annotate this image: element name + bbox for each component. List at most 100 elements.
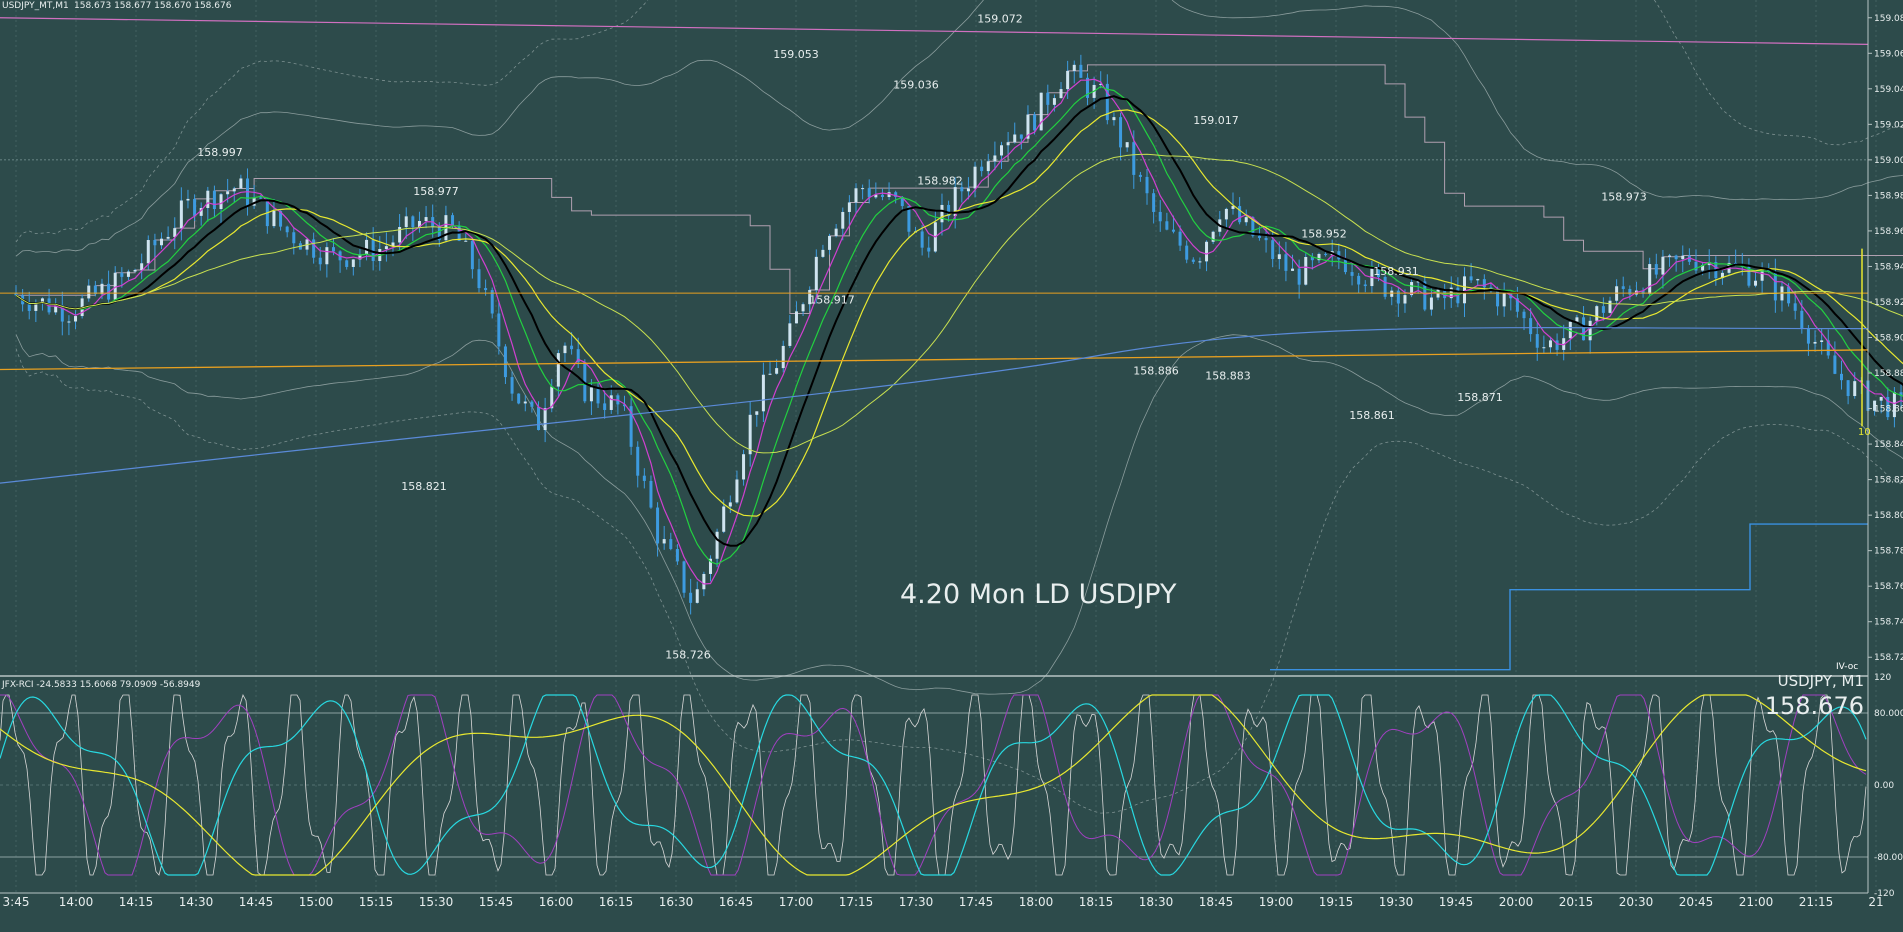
candle-body (484, 288, 488, 291)
price-label: 159.017 (1193, 114, 1239, 127)
candle-body (1244, 217, 1248, 223)
candle-body (1608, 300, 1612, 313)
candle-body (715, 531, 719, 559)
candle-body (1595, 306, 1599, 321)
time-tick-label: 21 (1868, 895, 1883, 909)
candle-body (186, 198, 190, 201)
price-label: 158.883 (1205, 370, 1251, 383)
candle-body (543, 408, 547, 431)
price-label: 158.982 (917, 174, 963, 187)
candle-body (1059, 89, 1063, 99)
candle-body (160, 238, 164, 246)
price-label: 159.053 (773, 48, 819, 61)
candle-body (761, 374, 765, 412)
candle-body (179, 200, 183, 229)
candle-body (1588, 320, 1592, 341)
candle-body (1899, 392, 1903, 396)
band-line (15, 334, 1903, 695)
candle-body (1502, 293, 1506, 307)
price-tick-label: 158.800 (1874, 511, 1903, 521)
candle-body (1681, 255, 1685, 260)
price-label: 158.931 (1373, 265, 1419, 278)
symbol-timeframe-label: USDJPY, M1 (1778, 672, 1864, 690)
candle-body (226, 191, 230, 195)
candle-body (1033, 114, 1037, 131)
candle-body (1555, 340, 1559, 350)
band-line (15, 0, 1903, 243)
candle-body (1377, 268, 1381, 277)
candle-body (874, 194, 878, 198)
price-tick-label: 158.860 (1874, 405, 1903, 415)
time-tick-label: 16:15 (599, 895, 634, 909)
candle-body (834, 228, 838, 236)
candle-body (1416, 281, 1420, 283)
candle-body (940, 204, 944, 223)
candle-body (1806, 328, 1810, 344)
candle-body (622, 404, 626, 407)
step-blue-line (1270, 523, 1868, 671)
candle-body (34, 303, 38, 311)
candle-body (146, 240, 150, 264)
candle-body (1687, 255, 1691, 262)
candle-body (1403, 295, 1407, 304)
candle-body (1304, 257, 1308, 285)
candle-body (629, 406, 633, 447)
candle-body (1198, 261, 1202, 263)
candle-body (173, 228, 177, 237)
candle-body (219, 194, 223, 210)
candle-body (312, 239, 316, 258)
candle-body (1284, 254, 1288, 271)
candle-body (1423, 281, 1427, 310)
candle-body (642, 475, 646, 481)
candle-body (417, 220, 421, 228)
candle-body (331, 247, 335, 252)
candle-body (1119, 117, 1123, 148)
candle-body (1099, 83, 1103, 85)
candle-body (1654, 264, 1658, 275)
candle-body (728, 502, 732, 507)
price-tick-label: 158.780 (1874, 547, 1903, 557)
time-tick-label: 14:30 (179, 895, 214, 909)
candle-body (1601, 306, 1605, 313)
candle-body (272, 210, 276, 227)
ma-blue-line (0, 327, 1869, 484)
candle-body (120, 272, 124, 277)
candle-body (1178, 231, 1182, 246)
candle-body (1529, 318, 1533, 335)
candle-body (1019, 134, 1023, 139)
candle-body (1251, 217, 1255, 236)
candle-body (1138, 174, 1142, 177)
candle-body (1674, 255, 1678, 260)
candle-body (814, 256, 818, 290)
candle-body (1291, 268, 1295, 271)
candle-body (365, 239, 369, 255)
candle-body (1052, 98, 1056, 105)
ma-fast-line (15, 78, 1903, 585)
tag-label: IV-oc (1836, 662, 1858, 672)
candle-body (675, 549, 679, 562)
time-tick-label: 3:45 (3, 895, 30, 909)
price-tick-label: 158.980 (1874, 191, 1903, 201)
candle-body (920, 231, 924, 248)
time-tick-label: 18:00 (1019, 895, 1054, 909)
candle-body (497, 313, 501, 347)
candle-body (285, 226, 289, 233)
candle-body (40, 298, 44, 304)
candle-body (735, 479, 739, 503)
candle-body (384, 246, 388, 250)
candle-body (689, 592, 693, 603)
candle-body (411, 216, 415, 228)
candle-body (1793, 303, 1797, 311)
candle-body (166, 236, 170, 239)
candle-body (821, 249, 825, 257)
candle-body (1224, 208, 1228, 220)
rci-long-line (0, 694, 1867, 876)
candle-body (1787, 286, 1791, 304)
candle-body (794, 311, 798, 324)
candle-body (867, 188, 871, 198)
candle-body (1515, 298, 1519, 312)
candle-body (87, 285, 91, 299)
rci-header: JFX-RCI -24.5833 15.6068 79.0909 -56.894… (1, 680, 201, 690)
candle-body (325, 247, 329, 265)
